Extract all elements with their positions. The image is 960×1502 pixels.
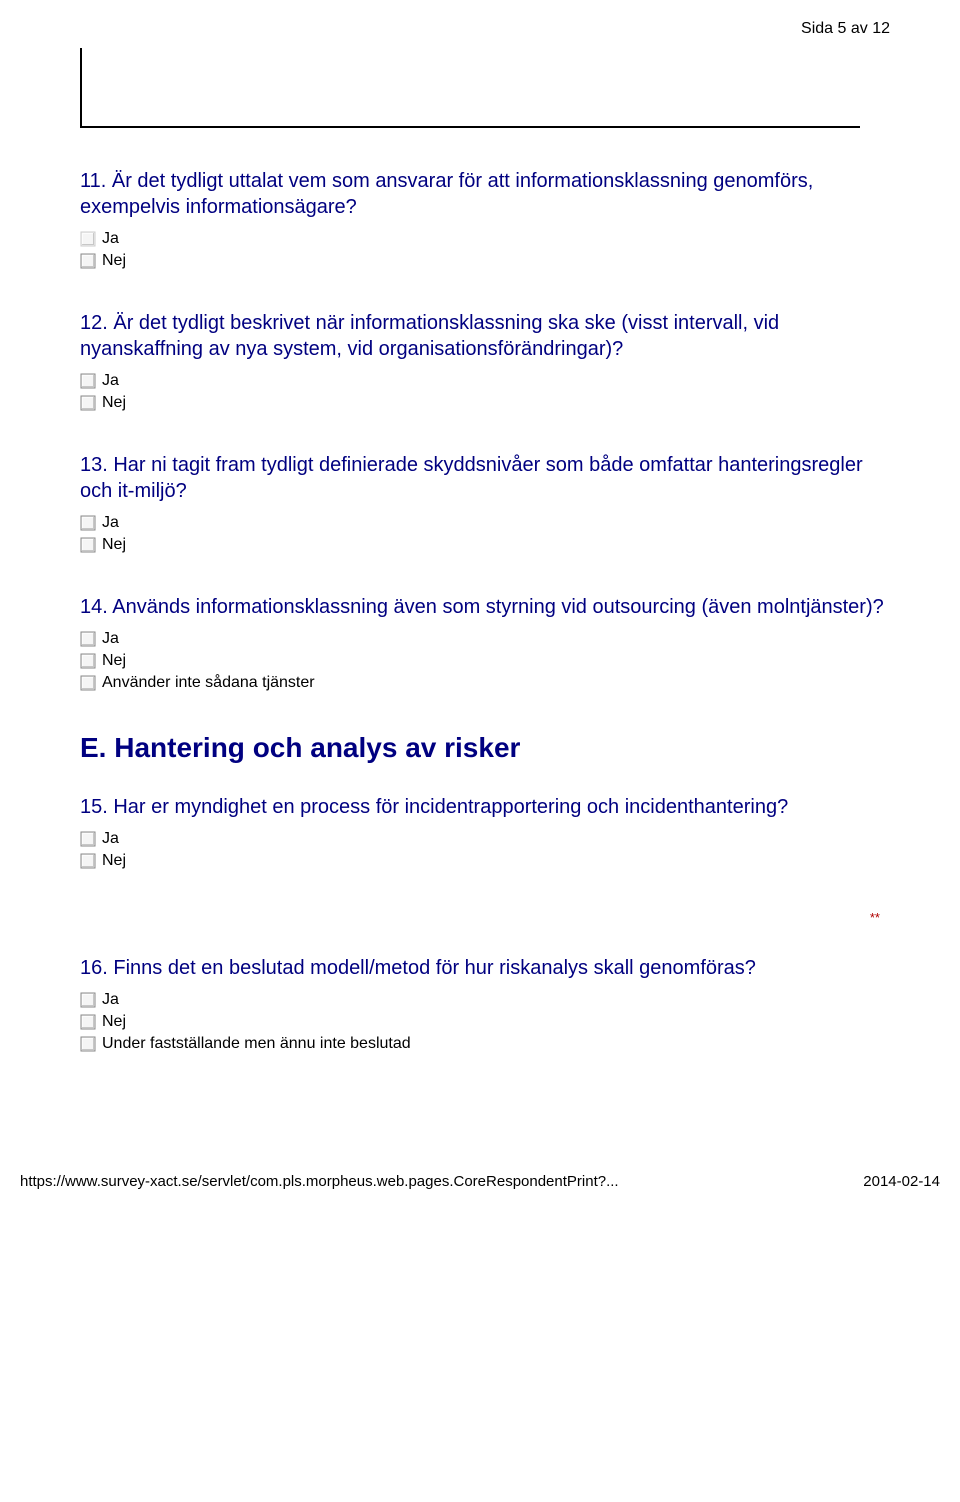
question-11: 11. Är det tydligt uttalat vem som ansva… — [80, 168, 900, 270]
checkbox-icon[interactable] — [80, 831, 96, 847]
option-label: Nej — [102, 536, 126, 554]
option-row: Nej — [80, 536, 900, 554]
page-number: Sida 5 av 12 — [80, 20, 900, 38]
checkbox-icon[interactable] — [80, 631, 96, 647]
option-row: Nej — [80, 652, 900, 670]
checkbox-icon[interactable] — [80, 853, 96, 869]
option-row: Nej — [80, 394, 900, 412]
checkbox-icon[interactable] — [80, 395, 96, 411]
footer-url: https://www.survey-xact.se/servlet/com.p… — [20, 1173, 619, 1190]
question-13: 13. Har ni tagit fram tydligt definierad… — [80, 452, 900, 554]
option-label: Ja — [102, 830, 119, 848]
option-label: Ja — [102, 230, 119, 248]
option-label: Ja — [102, 514, 119, 532]
option-label: Nej — [102, 252, 126, 270]
checkbox-icon[interactable] — [80, 253, 96, 269]
option-label: Nej — [102, 852, 126, 870]
option-label: Använder inte sådana tjänster — [102, 674, 315, 692]
question-12: 12. Är det tydligt beskrivet när informa… — [80, 310, 900, 412]
option-row: Ja — [80, 830, 900, 848]
page-content: Sida 5 av 12 11. Är det tydligt uttalat … — [0, 0, 960, 1113]
checkbox-icon[interactable] — [80, 1014, 96, 1030]
question-15: 15. Har er myndighet en process för inci… — [80, 794, 900, 870]
option-label: Ja — [102, 991, 119, 1009]
footer-date: 2014-02-14 — [863, 1173, 940, 1190]
question-14-text: 14. Används informationsklassning även s… — [80, 594, 900, 620]
option-row: Under fastställande men ännu inte beslut… — [80, 1035, 900, 1053]
option-label: Nej — [102, 652, 126, 670]
checkbox-icon[interactable] — [80, 992, 96, 1008]
question-11-text: 11. Är det tydligt uttalat vem som ansva… — [80, 168, 900, 220]
option-label: Under fastställande men ännu inte beslut… — [102, 1035, 411, 1053]
checkbox-icon[interactable] — [80, 537, 96, 553]
checkbox-icon[interactable] — [80, 675, 96, 691]
option-row: Använder inte sådana tjänster — [80, 674, 900, 692]
question-12-text: 12. Är det tydligt beskrivet när informa… — [80, 310, 900, 362]
question-15-text: 15. Har er myndighet en process för inci… — [80, 794, 900, 820]
checkbox-icon[interactable] — [80, 515, 96, 531]
option-row: Ja — [80, 230, 900, 248]
question-13-text: 13. Har ni tagit fram tydligt definierad… — [80, 452, 900, 504]
page-footer: https://www.survey-xact.se/servlet/com.p… — [0, 1173, 960, 1200]
option-row: Ja — [80, 514, 900, 532]
option-row: Ja — [80, 372, 900, 390]
required-marker: ** — [80, 910, 900, 925]
checkbox-icon[interactable] — [80, 653, 96, 669]
option-label: Ja — [102, 372, 119, 390]
option-label: Nej — [102, 1013, 126, 1031]
checkbox-icon[interactable] — [80, 231, 96, 247]
option-row: Nej — [80, 252, 900, 270]
option-row: Nej — [80, 1013, 900, 1031]
option-label: Ja — [102, 630, 119, 648]
option-row: Nej — [80, 852, 900, 870]
section-heading-e: E. Hantering och analys av risker — [80, 732, 900, 764]
checkbox-icon[interactable] — [80, 373, 96, 389]
option-label: Nej — [102, 394, 126, 412]
question-16-text: 16. Finns det en beslutad modell/metod f… — [80, 955, 900, 981]
option-row: Ja — [80, 991, 900, 1009]
option-row: Ja — [80, 630, 900, 648]
empty-box — [80, 48, 860, 128]
question-14: 14. Används informationsklassning även s… — [80, 594, 900, 692]
checkbox-icon[interactable] — [80, 1036, 96, 1052]
question-16: 16. Finns det en beslutad modell/metod f… — [80, 955, 900, 1053]
